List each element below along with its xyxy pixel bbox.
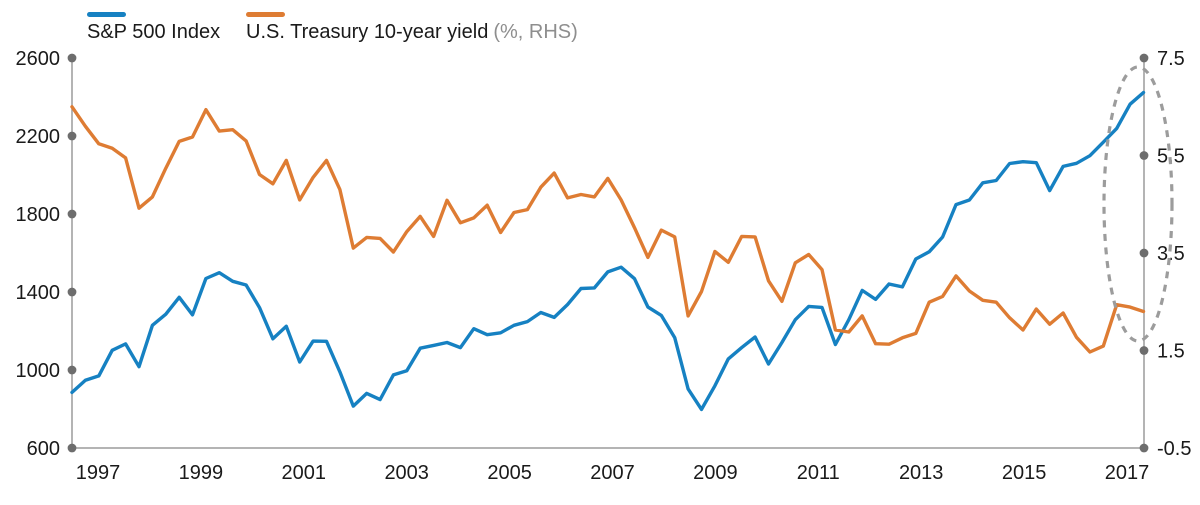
treasury-legend-label-main: U.S. Treasury 10-year yield (246, 21, 489, 43)
left-axis-tick-label: 2600 (16, 48, 61, 70)
x-axis-year-label: 2007 (590, 462, 635, 484)
left-axis-tick-label: 1000 (16, 360, 61, 382)
right-axis-tick-label: 5.5 (1157, 146, 1185, 168)
x-axis-year-label: 2009 (693, 462, 738, 484)
x-axis-year-label: 2015 (1002, 462, 1047, 484)
treasury-legend-label: U.S. Treasury 10-year yield (%, RHS) (246, 21, 578, 44)
sp500-legend-swatch (87, 12, 126, 17)
treasury-legend-swatch (246, 12, 285, 17)
legend-item-sp500: S&P 500 Index (87, 12, 220, 44)
left-axis-tick-label: 2200 (16, 126, 61, 148)
left-axis-tick-dot (67, 365, 77, 375)
right-axis-tick-label: 7.5 (1157, 48, 1185, 70)
right-axis-tick-dot (1139, 248, 1149, 258)
divergence-ellipse-annotation (1102, 65, 1174, 343)
x-axis-year-label: 1997 (76, 462, 121, 484)
x-axis-year-label: 2005 (487, 462, 532, 484)
x-axis-year-label: 2003 (384, 462, 429, 484)
right-axis-tick-dot (1139, 53, 1149, 63)
legend: S&P 500 Index U.S. Treasury 10-year yiel… (0, 12, 1200, 52)
x-axis-year-label: 1999 (179, 462, 224, 484)
left-axis-tick-label: 600 (27, 438, 60, 460)
right-axis-tick-dot (1139, 346, 1149, 355)
treasury-yield-line (70, 105, 1146, 354)
right-axis-tick-dot (1139, 151, 1149, 160)
right-axis-tick-label: 3.5 (1157, 243, 1185, 265)
legend-item-treasury: U.S. Treasury 10-year yield (%, RHS) (246, 12, 578, 44)
x-axis-year-label: 2001 (282, 462, 327, 484)
x-axis-year-label: 2013 (899, 462, 944, 484)
sp500-line (70, 90, 1146, 412)
left-axis-tick-label: 1400 (16, 282, 61, 304)
right-axis-tick-label: -0.5 (1157, 438, 1191, 460)
sp500-legend-label: S&P 500 Index (87, 21, 221, 43)
left-axis-tick-dot (67, 131, 77, 141)
left-axis-tick-label: 1800 (16, 204, 61, 226)
left-axis-tick-dot (67, 53, 77, 63)
x-axis-year-label: 2017 (1105, 462, 1150, 484)
treasury-legend-label-suffix: (%, RHS) (493, 21, 578, 43)
left-axis-tick-dot (67, 209, 77, 219)
right-axis-tick-dot (1139, 443, 1149, 453)
x-axis-year-label: 2011 (797, 462, 840, 484)
left-axis-tick-dot (67, 287, 77, 297)
right-axis-tick-label: 1.5 (1157, 341, 1185, 363)
left-axis-tick-dot (67, 443, 77, 453)
